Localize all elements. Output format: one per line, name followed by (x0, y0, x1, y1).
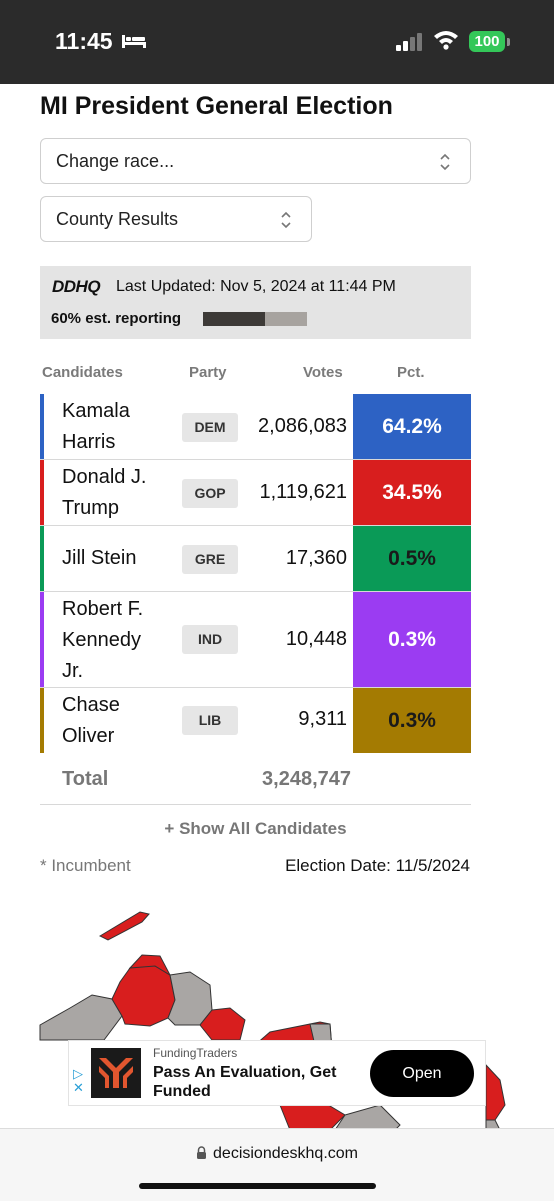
vote-count: 9,311 (298, 708, 347, 730)
party-badge: DEM (182, 413, 238, 442)
fundingtraders-logo-icon (91, 1048, 141, 1098)
party-color-accent (40, 526, 44, 592)
status-time: 11:45 (55, 28, 113, 54)
vote-count: 1,119,621 (259, 481, 348, 503)
vote-percentage: 0.3% (353, 688, 471, 753)
county-results-map[interactable] (0, 900, 554, 1130)
reporting-info-box: DDHQ Last Updated: Nov 5, 2024 at 11:44 … (40, 266, 471, 339)
vote-count: 10,448 (285, 628, 347, 650)
candidate-name: Jill Stein (62, 547, 137, 569)
map-county (485, 1063, 506, 1121)
reporting-label: 60% est. reporting (51, 310, 182, 327)
table-row[interactable]: Chase Oliver LIB 9,311 0.3% (40, 688, 471, 753)
header-votes: Votes (303, 364, 343, 381)
candidate-name: Donald J. Trump (62, 466, 147, 519)
party-color-accent (40, 688, 44, 753)
ad-brand: FundingTraders (153, 1046, 238, 1060)
browser-url-bar[interactable]: decisiondeskhq.com (0, 1128, 554, 1201)
url-display[interactable]: decisiondeskhq.com (0, 1145, 554, 1163)
change-race-label: Change race... (56, 151, 175, 171)
table-row[interactable]: Jill Stein GRE 17,360 0.5% (40, 526, 471, 592)
page-title: MI President General Election (40, 92, 393, 120)
vote-percentage: 0.5% (353, 526, 471, 592)
party-badge: IND (182, 625, 238, 654)
battery-tip (507, 38, 510, 46)
chevron-updown-icon (281, 211, 291, 229)
header-party: Party (189, 364, 227, 381)
candidate-name: Kamala Harris (62, 400, 130, 453)
change-race-select[interactable]: Change race... (40, 138, 471, 184)
divider (40, 804, 471, 805)
total-votes: 3,248,747 (262, 768, 351, 790)
candidate-name: Chase Oliver (62, 694, 120, 747)
party-color-accent (40, 394, 44, 460)
party-color-accent (40, 460, 44, 526)
ad-headline: Pass An Evaluation, Get Funded (153, 1064, 337, 1100)
map-county (485, 1119, 501, 1130)
party-color-accent (40, 592, 44, 688)
vote-count: 2,086,083 (258, 415, 347, 437)
party-badge: LIB (182, 706, 238, 735)
table-row[interactable]: Donald J. Trump GOP 1,119,621 34.5% (40, 460, 471, 526)
party-badge: GOP (182, 479, 238, 508)
party-badge: GRE (182, 545, 238, 574)
last-updated: Last Updated: Nov 5, 2024 at 11:44 PM (116, 278, 396, 295)
reporting-progress-bar (203, 312, 307, 326)
vote-percentage: 64.2% (353, 394, 471, 460)
results-view-label: County Results (56, 209, 179, 229)
chevron-updown-icon (440, 153, 450, 171)
header-candidates: Candidates (42, 364, 123, 381)
vote-percentage: 34.5% (353, 460, 471, 526)
map-county (167, 971, 213, 1026)
map-county (128, 954, 172, 977)
vote-count: 17,360 (285, 547, 347, 569)
header-pct: Pct. (397, 364, 425, 381)
battery-icon: 100 (469, 31, 505, 52)
candidate-name: Robert F. Kennedy Jr. (62, 598, 144, 682)
home-indicator[interactable] (139, 1183, 376, 1189)
vote-percentage: 0.3% (353, 592, 471, 688)
map-county (39, 994, 123, 1041)
results-view-select[interactable]: County Results (40, 196, 312, 242)
status-bar: 11:45 100 (0, 0, 554, 84)
signal-icon (396, 31, 426, 51)
total-label: Total (62, 768, 109, 790)
map-county (334, 1104, 401, 1130)
url-text: decisiondeskhq.com (213, 1145, 358, 1162)
reporting-progress-fill (203, 312, 266, 326)
adchoices-icon[interactable]: ▷ ✕ (73, 1066, 84, 1095)
election-date: Election Date: 11/5/2024 (285, 856, 470, 875)
lock-icon (197, 1146, 207, 1159)
bed-icon (122, 35, 146, 48)
incumbent-note: * Incumbent (40, 856, 131, 875)
advertisement-banner[interactable]: ▷ ✕ FundingTraders Pass An Evaluation, Ge… (68, 1040, 486, 1106)
map-county (98, 911, 150, 941)
ddhq-logo: DDHQ (52, 277, 101, 296)
ad-open-button[interactable]: Open (370, 1050, 474, 1097)
show-all-candidates-link[interactable]: + Show All Candidates (164, 819, 347, 838)
wifi-icon (434, 31, 458, 50)
table-row[interactable]: Kamala Harris DEM 2,086,083 64.2% (40, 394, 471, 460)
table-row[interactable]: Robert F. Kennedy Jr. IND 10,448 0.3% (40, 592, 471, 688)
